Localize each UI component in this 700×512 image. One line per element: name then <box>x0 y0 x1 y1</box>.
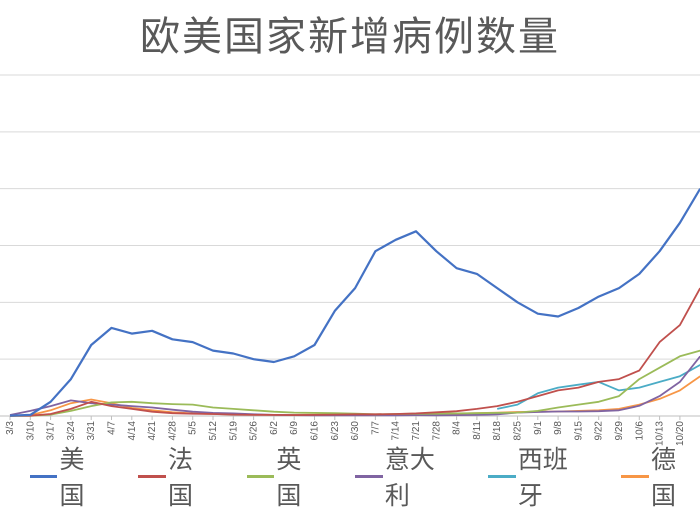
x-tick-label: 4/14 <box>127 421 138 441</box>
x-tick-label: 9/1 <box>533 421 544 435</box>
x-tick-label: 9/22 <box>594 421 605 441</box>
legend-item-3: 意大利 <box>355 440 458 512</box>
legend-item-1: 法国 <box>138 440 216 512</box>
x-tick-label: 7/14 <box>391 421 402 441</box>
legend-item-0: 美国 <box>30 440 108 512</box>
x-tick-label: 8/11 <box>472 421 483 440</box>
legend-swatch <box>621 474 649 478</box>
x-tick-label: 6/23 <box>330 421 341 441</box>
chart-legend: 美国 法国 英国 意大利 西班牙 德国 <box>0 445 700 510</box>
x-tick-label: 7/28 <box>431 421 442 441</box>
x-tick-label: 10/13 <box>655 421 666 446</box>
x-tick-label: 7/7 <box>370 421 381 435</box>
x-tick-label: 8/25 <box>513 421 524 441</box>
legend-item-5: 德国 <box>621 440 699 512</box>
x-tick-label: 6/30 <box>350 421 361 441</box>
x-tick-label: 3/31 <box>86 421 97 441</box>
x-tick-label: 10/20 <box>675 421 686 446</box>
series-line-0 <box>9 188 700 417</box>
chart-container: 欧美国家新增病例数量 3/3 3/10 3/17 3/24 3/31 4/7 4/14 4/2… <box>0 14 700 510</box>
legend-swatch <box>488 474 516 478</box>
x-tick-label: 3/24 <box>66 421 77 441</box>
x-tick-label: 9/15 <box>573 421 584 441</box>
legend-swatch <box>30 474 58 478</box>
x-tick-label: 3/10 <box>25 421 36 441</box>
x-tick-label: 9/8 <box>553 421 564 435</box>
legend-item-2: 英国 <box>246 440 325 512</box>
legend-label: 西班牙 <box>517 445 568 510</box>
legend-label: 英国 <box>276 445 302 510</box>
x-tick-label: 5/12 <box>208 421 219 441</box>
chart-plot-area: 3/3 3/10 3/17 3/24 3/31 4/7 4/14 4/21 4/28 5/5 5/1… <box>0 74 700 446</box>
x-tick-label: 5/19 <box>228 421 239 441</box>
legend-label: 法国 <box>167 445 193 510</box>
x-tick-label: 5/5 <box>188 421 199 435</box>
x-tick-label: 8/18 <box>492 421 503 441</box>
x-tick-label: 8/4 <box>452 421 463 435</box>
series-line-1 <box>9 287 700 417</box>
legend-label: 意大利 <box>384 445 435 510</box>
legend-swatch <box>246 474 275 478</box>
legend-label: 德国 <box>650 445 676 510</box>
x-tick-label: 6/2 <box>269 421 280 435</box>
x-tick-label: 4/21 <box>147 421 158 441</box>
x-tick-label: 4/7 <box>107 421 118 435</box>
x-tick-label: 3/3 <box>5 421 16 435</box>
legend-swatch <box>355 474 383 478</box>
legend-swatch <box>138 474 166 478</box>
x-tick-label: 7/21 <box>411 421 422 441</box>
x-tick-label: 5/26 <box>249 421 260 441</box>
x-tick-label: 3/17 <box>46 421 57 441</box>
series-line-3 <box>9 355 700 417</box>
x-tick-label: 6/9 <box>289 421 300 435</box>
legend-item-4: 西班牙 <box>488 440 591 512</box>
x-tick-label: 4/28 <box>167 421 178 441</box>
legend-label: 美国 <box>59 445 85 510</box>
chart-title: 欧美国家新增病例数量 <box>140 14 560 60</box>
x-tick-label: 9/29 <box>614 421 625 441</box>
x-tick-label: 6/16 <box>310 421 321 441</box>
x-tick-label: 10/6 <box>634 421 645 441</box>
